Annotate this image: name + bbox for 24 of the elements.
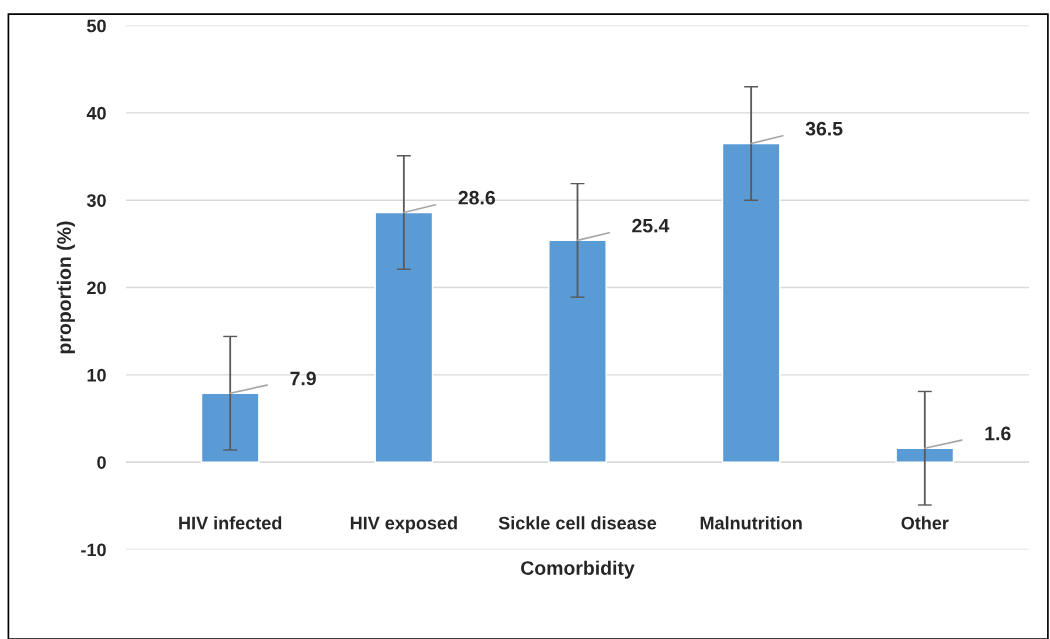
bar [200,392,260,463]
bar [895,447,955,463]
x-tick-label: HIV exposed [350,516,457,534]
x-axis-title: Comorbidity [521,560,635,579]
x-tick-label: Malnutrition [700,516,802,530]
data-label: 1.6 [985,426,1011,441]
data-label: 36.5 [805,121,843,136]
bar [721,142,781,463]
bar [548,239,607,463]
x-tick-label: HIV infected [179,516,282,530]
bar [374,211,434,463]
y-tick-label: 50 [87,19,106,33]
y-tick-label: 0 [97,456,106,469]
y-tick-label: 30 [86,194,106,207]
y-tick-label: 20 [87,281,106,295]
y-tick-label: 40 [86,106,106,120]
y-tick-label: 10 [87,368,106,382]
x-tick-label: Other [901,516,949,530]
data-label: 28.6 [458,190,495,205]
y-tick-label: -10 [81,543,106,557]
x-tick-label: Sickle cell disease [498,516,657,530]
data-label: 25.4 [632,218,670,233]
data-label: 7.9 [290,371,316,386]
y-axis-title: proportion (%) [56,221,75,354]
